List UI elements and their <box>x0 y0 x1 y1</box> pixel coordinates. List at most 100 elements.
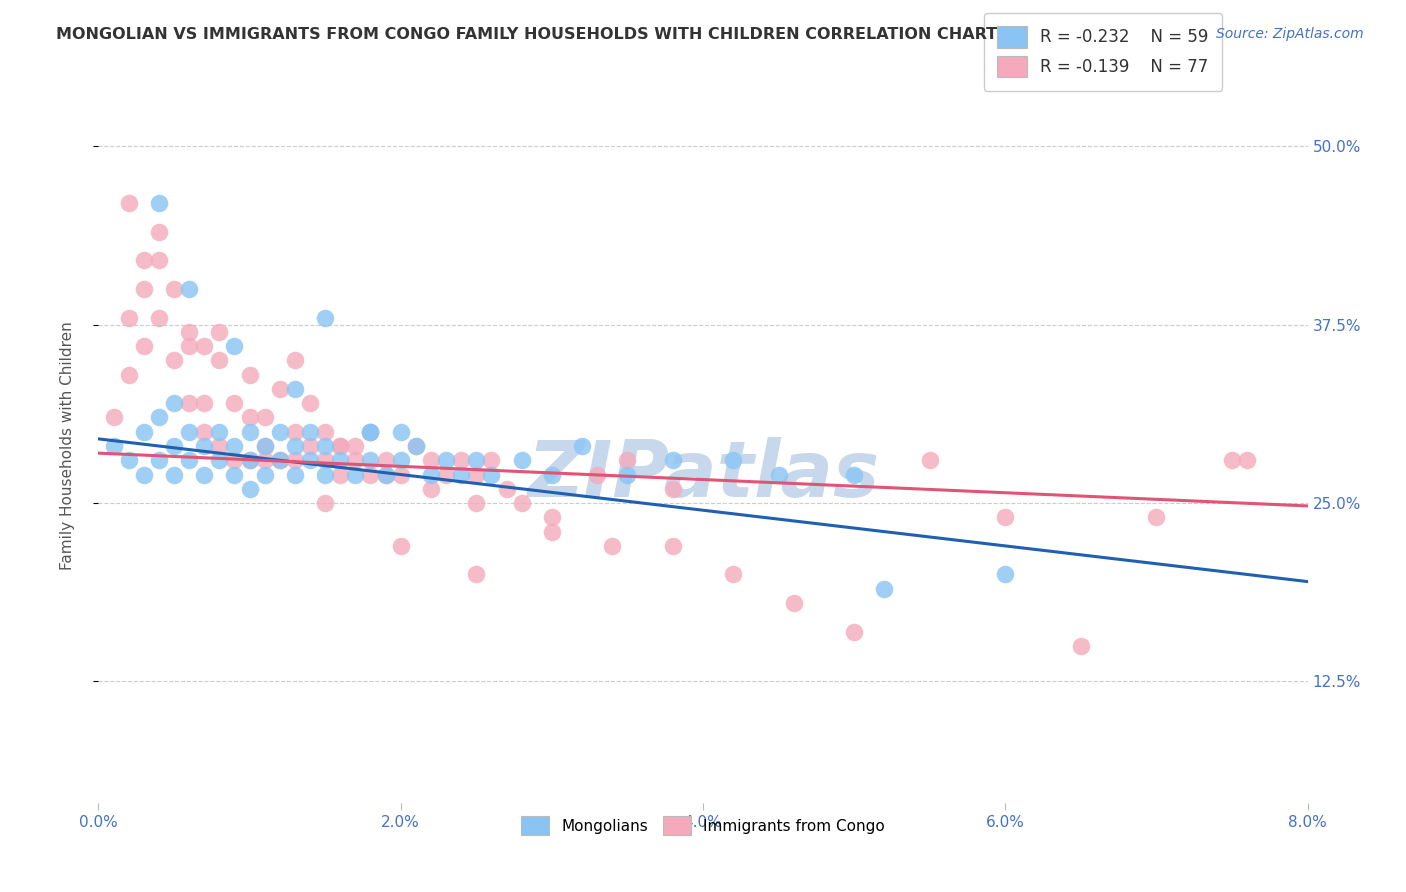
Point <box>118 368 141 382</box>
Point <box>239 425 262 439</box>
Point <box>510 496 533 510</box>
Point <box>284 439 307 453</box>
Point <box>193 396 215 410</box>
Point <box>314 310 336 325</box>
Point <box>723 567 745 582</box>
Point <box>329 467 352 482</box>
Point <box>783 596 806 610</box>
Point <box>299 425 322 439</box>
Point <box>1070 639 1092 653</box>
Point <box>163 353 186 368</box>
Point <box>299 453 322 467</box>
Point <box>269 382 291 396</box>
Point <box>540 524 562 539</box>
Point <box>360 467 382 482</box>
Point <box>163 439 186 453</box>
Point <box>389 453 412 467</box>
Point <box>284 425 307 439</box>
Point <box>118 310 141 325</box>
Point <box>284 353 307 368</box>
Point <box>193 425 215 439</box>
Point <box>103 439 125 453</box>
Point <box>239 482 262 496</box>
Point <box>148 225 170 239</box>
Text: ZIPatlas: ZIPatlas <box>527 436 879 513</box>
Point <box>269 425 291 439</box>
Point <box>193 439 215 453</box>
Point <box>540 510 562 524</box>
Point <box>434 453 457 467</box>
Point <box>481 453 503 467</box>
Point <box>253 467 276 482</box>
Point <box>103 410 125 425</box>
Point <box>208 325 231 339</box>
Point <box>224 439 246 453</box>
Point <box>586 467 609 482</box>
Point <box>450 453 472 467</box>
Legend: Mongolians, Immigrants from Congo: Mongolians, Immigrants from Congo <box>515 810 891 841</box>
Point <box>253 439 276 453</box>
Point <box>179 325 201 339</box>
Point <box>465 453 488 467</box>
Point <box>616 467 638 482</box>
Point <box>269 453 291 467</box>
Point <box>253 410 276 425</box>
Point <box>314 467 336 482</box>
Point <box>1220 453 1243 467</box>
Point <box>314 453 336 467</box>
Point <box>224 339 246 353</box>
Point <box>118 453 141 467</box>
Point <box>389 539 412 553</box>
Point <box>374 467 396 482</box>
Point <box>132 425 155 439</box>
Point <box>224 453 246 467</box>
Point <box>148 253 170 268</box>
Point <box>344 453 367 467</box>
Point <box>360 453 382 467</box>
Point <box>1146 510 1168 524</box>
Point <box>374 453 396 467</box>
Point <box>179 425 201 439</box>
Point <box>269 453 291 467</box>
Point <box>208 453 231 467</box>
Point <box>329 453 352 467</box>
Point <box>284 467 307 482</box>
Point <box>299 396 322 410</box>
Point <box>193 339 215 353</box>
Point <box>132 282 155 296</box>
Point <box>661 453 683 467</box>
Point <box>994 567 1017 582</box>
Point <box>1236 453 1258 467</box>
Point <box>465 567 488 582</box>
Point <box>224 396 246 410</box>
Point <box>284 382 307 396</box>
Point <box>510 453 533 467</box>
Point <box>329 439 352 453</box>
Point <box>450 467 472 482</box>
Point <box>314 425 336 439</box>
Point <box>208 353 231 368</box>
Point <box>723 453 745 467</box>
Point <box>193 467 215 482</box>
Point <box>844 467 866 482</box>
Point <box>481 467 503 482</box>
Point <box>540 467 562 482</box>
Point <box>661 539 683 553</box>
Point <box>495 482 517 496</box>
Point <box>360 425 382 439</box>
Point <box>994 510 1017 524</box>
Point <box>239 453 262 467</box>
Point <box>420 467 443 482</box>
Text: MONGOLIAN VS IMMIGRANTS FROM CONGO FAMILY HOUSEHOLDS WITH CHILDREN CORRELATION C: MONGOLIAN VS IMMIGRANTS FROM CONGO FAMIL… <box>56 27 997 42</box>
Point <box>344 439 367 453</box>
Point <box>132 467 155 482</box>
Point <box>148 196 170 211</box>
Point <box>284 453 307 467</box>
Point <box>163 467 186 482</box>
Point <box>208 439 231 453</box>
Point <box>299 439 322 453</box>
Point <box>148 453 170 467</box>
Point <box>434 467 457 482</box>
Point <box>148 310 170 325</box>
Point <box>873 582 896 596</box>
